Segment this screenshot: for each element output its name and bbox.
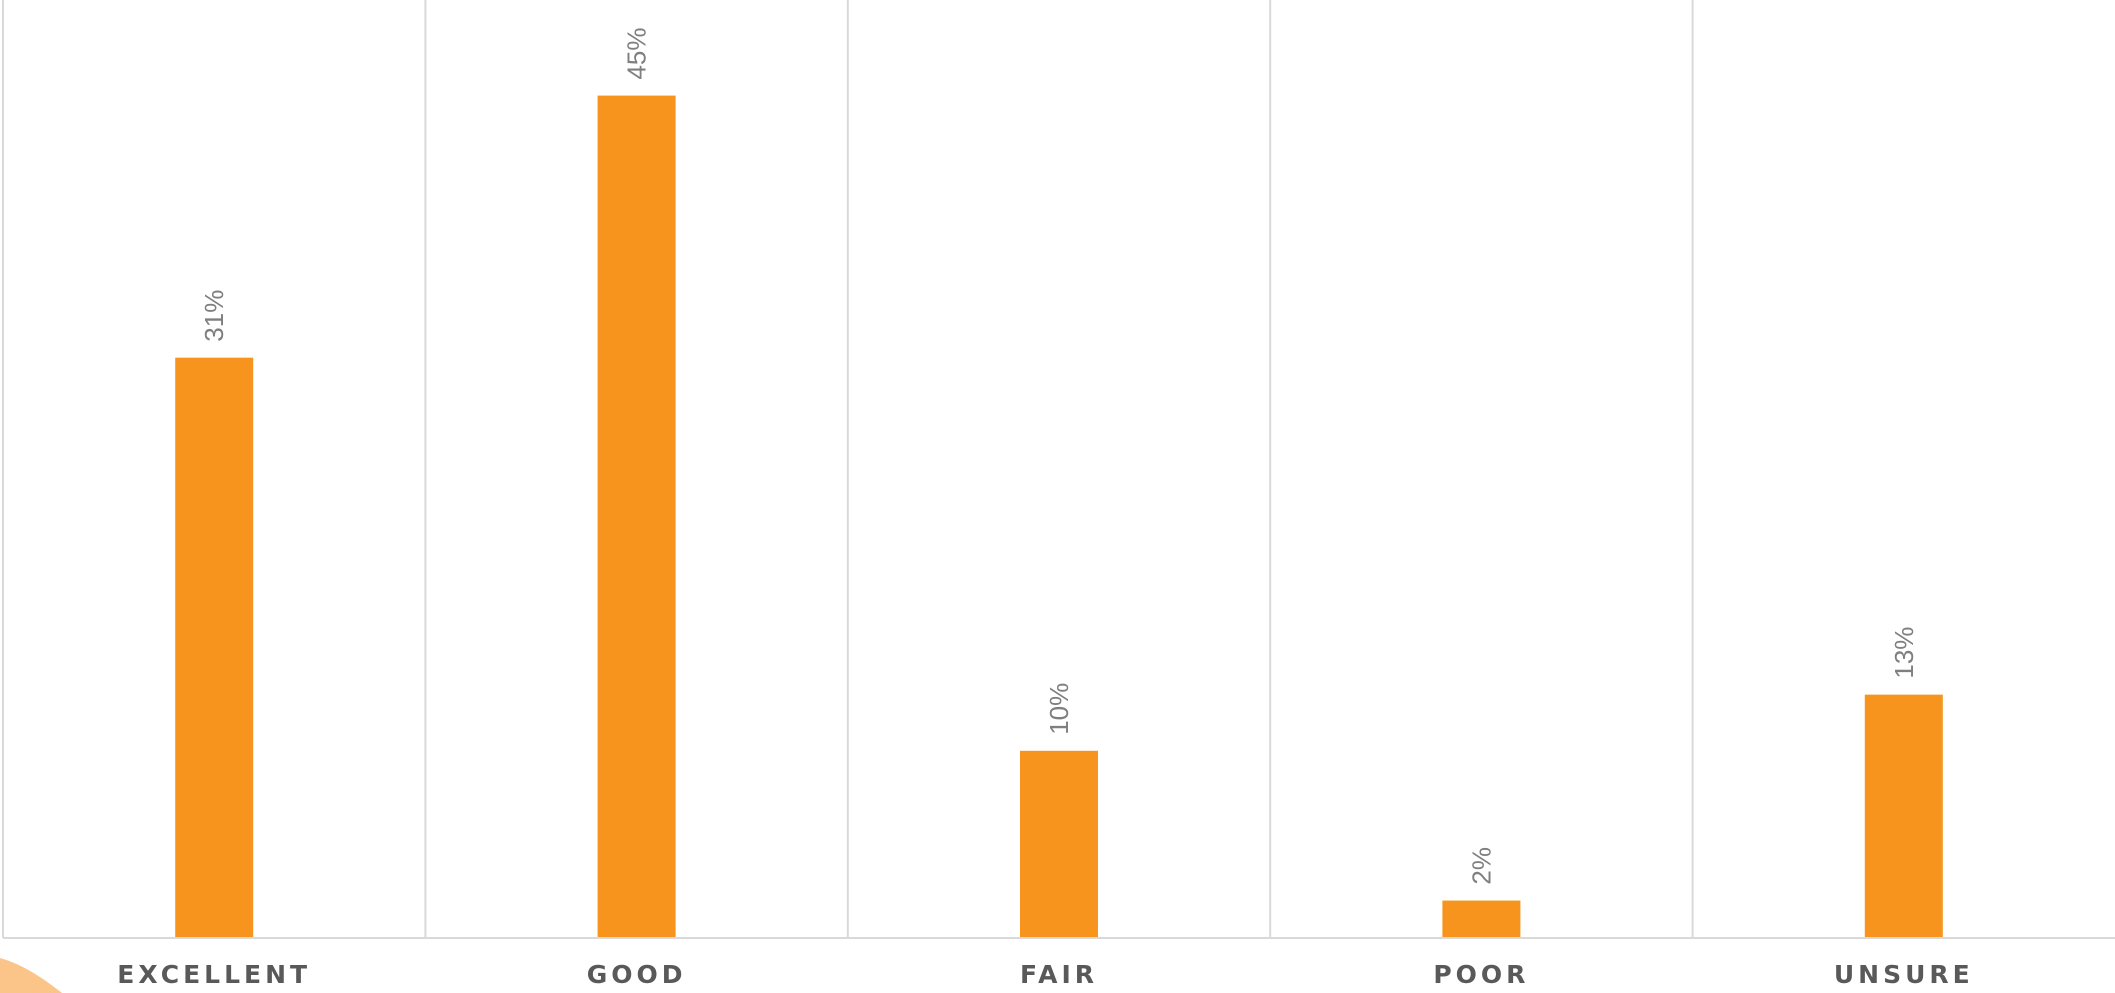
category-label-fair: FAIR: [1020, 960, 1098, 989]
category-label-unsure: UNSURE: [1834, 960, 1974, 989]
bar-good: [597, 95, 676, 939]
data-label-good: 45%: [622, 28, 652, 80]
bars: [175, 95, 1943, 939]
data-label-unsure: 13%: [1889, 627, 1919, 679]
data-label-fair: 10%: [1044, 683, 1074, 735]
data-label-excellent: 31%: [199, 290, 229, 342]
bar-fair: [1020, 750, 1098, 938]
data-labels: 31% 45% 10% 2% 13%: [199, 28, 1919, 885]
decorative-corner-swoosh: [0, 958, 62, 993]
category-label-good: GOOD: [587, 960, 687, 989]
bar-unsure: [1864, 694, 1943, 938]
bar-excellent: [175, 357, 254, 938]
bar-poor: [1442, 900, 1521, 938]
category-label-poor: POOR: [1433, 960, 1529, 989]
data-label-poor: 2%: [1466, 847, 1496, 885]
category-labels: EXCELLENT GOOD FAIR POOR UNSURE: [117, 960, 1974, 989]
category-label-excellent: EXCELLENT: [117, 960, 311, 989]
category-separators: [2, 0, 1694, 938]
